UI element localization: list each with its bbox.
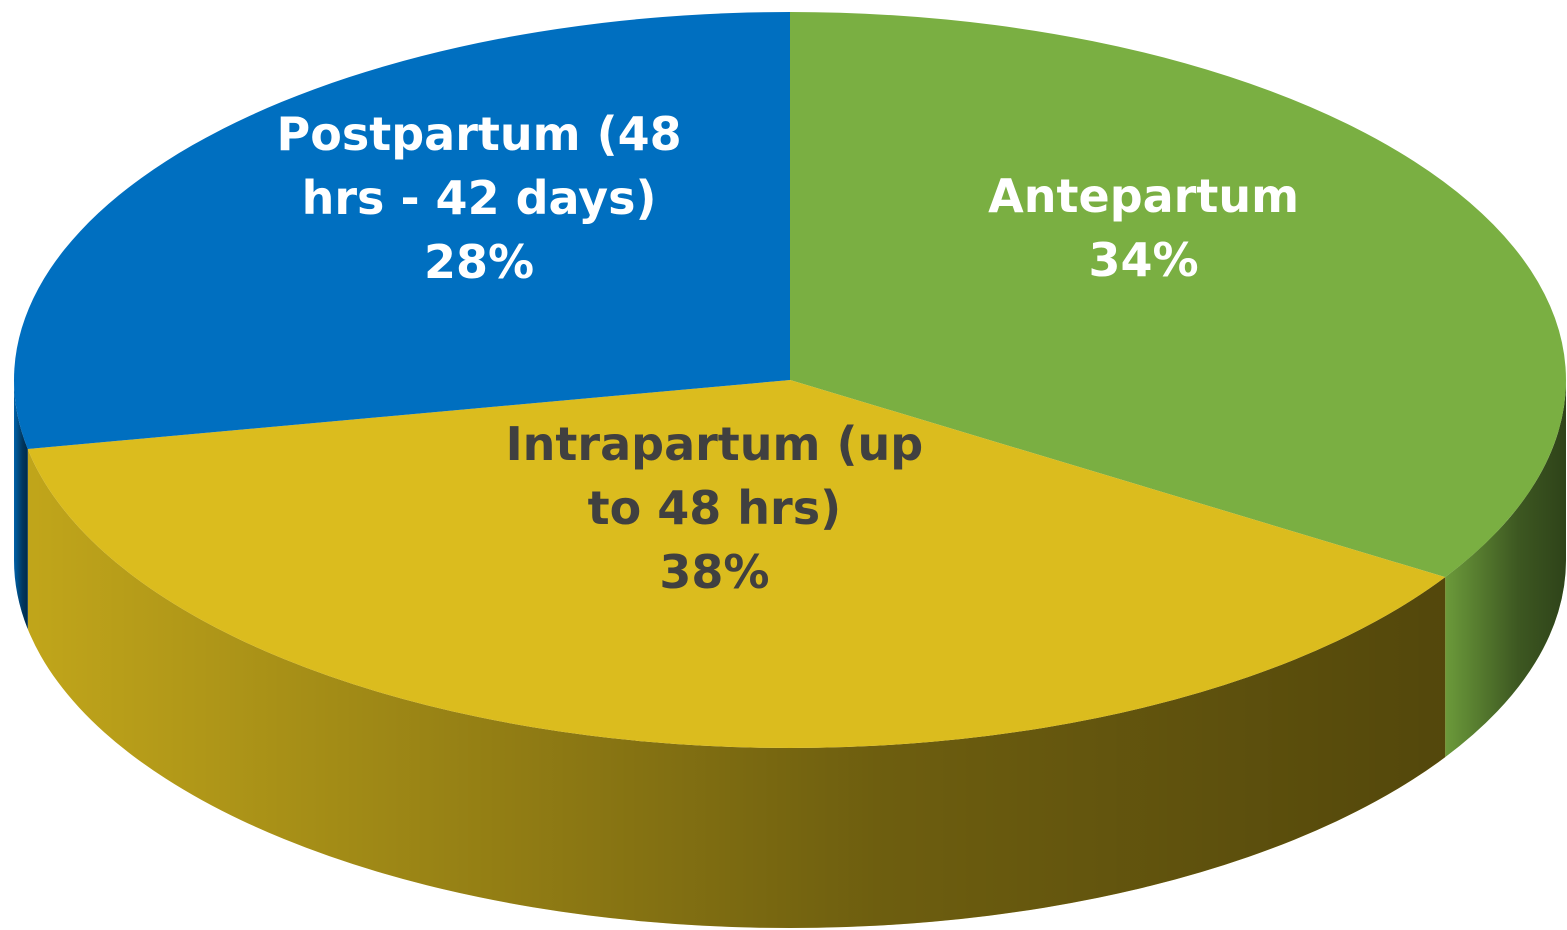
pie-slice bbox=[13, 12, 791, 449]
slice-label: Postpartum (48 hrs - 42 days) 28% bbox=[244, 102, 714, 294]
slice-label-value: 34% bbox=[1088, 232, 1199, 287]
slice-label-name: Intrapartum (up to 48 hrs) bbox=[505, 416, 924, 535]
slice-label-name: Antepartum bbox=[988, 168, 1300, 223]
slice-side-shade bbox=[14, 380, 28, 629]
pie-slice bbox=[27, 380, 1446, 748]
slice-label: Intrapartum (up to 48 hrs) 38% bbox=[479, 412, 949, 604]
slice-side-shade bbox=[1445, 380, 1566, 758]
slice-label: Antepartum 34% bbox=[909, 164, 1379, 292]
slice-side-shade bbox=[27, 448, 1446, 928]
slice-label-value: 38% bbox=[659, 544, 770, 599]
pie-slice bbox=[790, 12, 1566, 578]
slice-label-value: 28% bbox=[424, 235, 535, 290]
slice-label-name: Postpartum (48 hrs - 42 days) bbox=[276, 107, 682, 226]
